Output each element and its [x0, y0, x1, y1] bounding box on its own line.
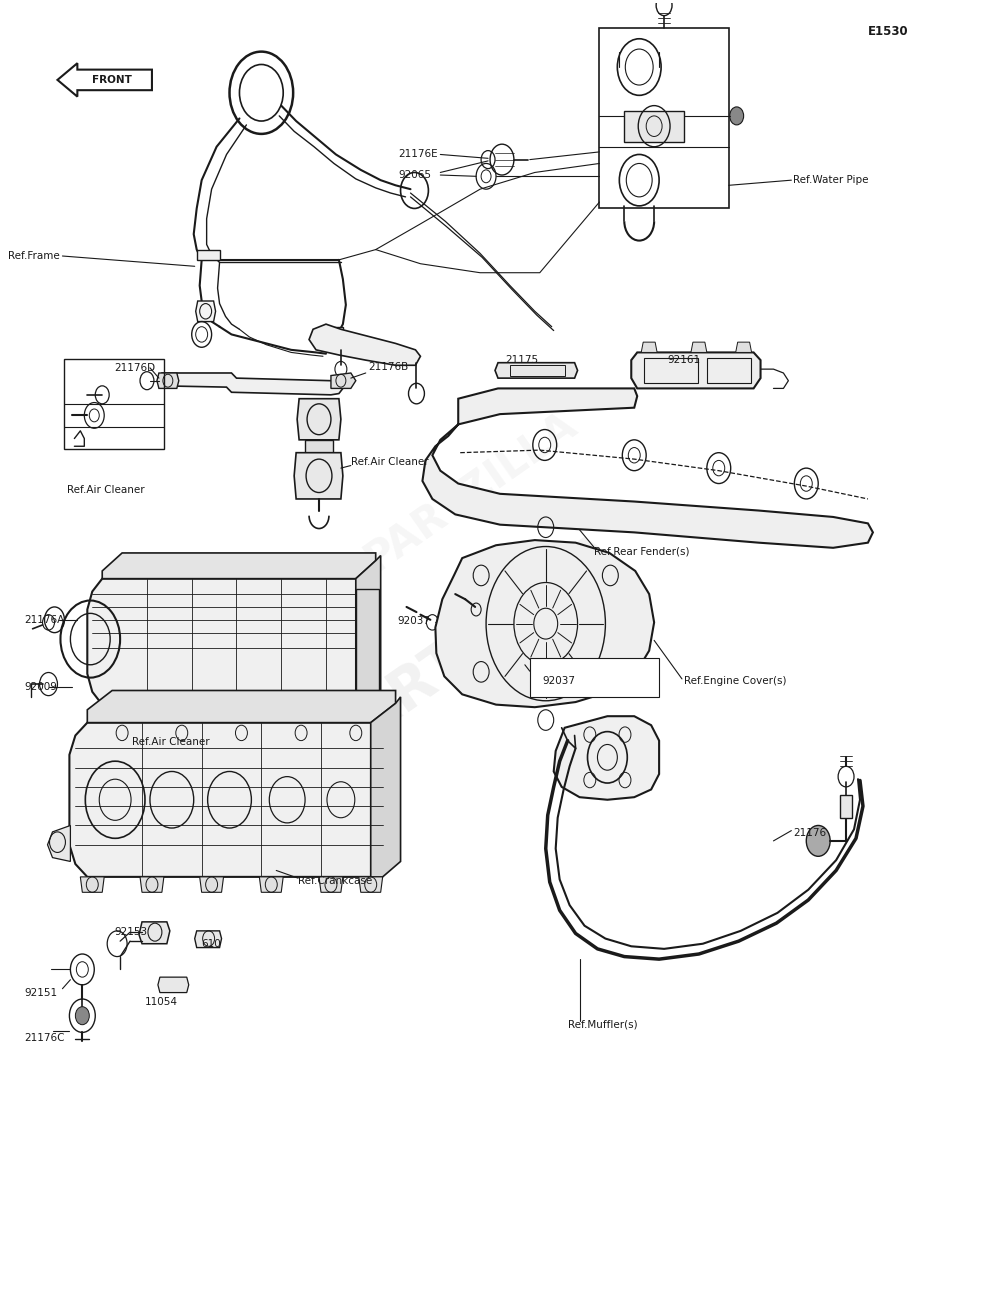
Polygon shape: [87, 691, 396, 723]
Text: Ref.Muffler(s): Ref.Muffler(s): [568, 1020, 637, 1030]
Bar: [530, 658, 659, 697]
Circle shape: [730, 107, 744, 125]
Polygon shape: [80, 877, 104, 892]
Polygon shape: [495, 363, 578, 378]
Bar: [840, 795, 852, 817]
Text: 11054: 11054: [145, 997, 178, 1007]
Text: 21176B: 21176B: [369, 361, 409, 372]
Polygon shape: [158, 373, 343, 395]
Text: 610: 610: [202, 939, 221, 949]
Bar: [644, 358, 698, 383]
Polygon shape: [140, 877, 164, 892]
Polygon shape: [259, 877, 283, 892]
Text: 21176E: 21176E: [399, 150, 438, 160]
Text: 92151: 92151: [25, 988, 58, 998]
Polygon shape: [371, 697, 401, 877]
Text: 21176D: 21176D: [114, 363, 155, 373]
Text: FRONT: FRONT: [92, 75, 132, 85]
Polygon shape: [69, 723, 389, 877]
Polygon shape: [297, 399, 341, 440]
Text: Ref.Engine Cover(s): Ref.Engine Cover(s): [684, 676, 786, 687]
Text: 21176C: 21176C: [25, 1033, 65, 1043]
Bar: [510, 365, 565, 376]
Polygon shape: [195, 931, 222, 948]
Polygon shape: [102, 553, 376, 578]
Polygon shape: [157, 373, 179, 389]
Polygon shape: [691, 342, 707, 352]
Text: Ref.Rear Fender(s): Ref.Rear Fender(s): [594, 546, 690, 556]
Polygon shape: [331, 373, 356, 389]
Text: 21175: 21175: [505, 355, 538, 365]
Polygon shape: [57, 63, 152, 97]
Polygon shape: [319, 877, 343, 892]
Text: Ref.Air Cleaner: Ref.Air Cleaner: [132, 737, 210, 747]
Text: Ref.Air Cleaner: Ref.Air Cleaner: [351, 457, 428, 466]
Text: Ref.Frame: Ref.Frame: [8, 250, 60, 261]
Polygon shape: [435, 540, 654, 707]
Polygon shape: [624, 111, 684, 142]
Text: Ref.Crankcase: Ref.Crankcase: [298, 875, 372, 886]
Text: 21176: 21176: [793, 828, 826, 838]
Text: Ref.Water Pipe: Ref.Water Pipe: [793, 176, 869, 185]
Polygon shape: [196, 301, 216, 321]
Text: 21176A: 21176A: [25, 615, 65, 625]
Polygon shape: [422, 389, 873, 547]
Polygon shape: [305, 440, 333, 456]
Circle shape: [806, 825, 830, 856]
Polygon shape: [200, 877, 224, 892]
Polygon shape: [294, 453, 343, 498]
Polygon shape: [139, 922, 170, 944]
Text: 92037: 92037: [398, 616, 431, 626]
Polygon shape: [359, 877, 383, 892]
Circle shape: [75, 1007, 89, 1025]
Text: 92065: 92065: [399, 170, 432, 179]
Text: 92161: 92161: [667, 355, 700, 365]
Text: 92037: 92037: [543, 676, 576, 687]
Bar: [356, 589, 379, 695]
Text: PARTZILLA: PARTZILLA: [356, 403, 584, 580]
Polygon shape: [736, 342, 752, 352]
Polygon shape: [326, 327, 343, 342]
Polygon shape: [356, 555, 381, 705]
Bar: [64, 359, 164, 449]
Polygon shape: [197, 249, 220, 259]
Bar: [707, 358, 751, 383]
Polygon shape: [158, 977, 189, 993]
Polygon shape: [554, 717, 659, 799]
Text: Ref.Air Cleaner: Ref.Air Cleaner: [67, 485, 145, 494]
Text: 92009: 92009: [25, 682, 58, 692]
Polygon shape: [87, 578, 371, 705]
Polygon shape: [48, 825, 70, 861]
Bar: [599, 28, 729, 208]
Polygon shape: [631, 352, 761, 389]
Polygon shape: [309, 324, 420, 365]
Polygon shape: [641, 342, 657, 352]
Text: 92153: 92153: [114, 927, 147, 937]
Text: E1530: E1530: [868, 25, 909, 37]
Text: PARTZILLA: PARTZILLA: [311, 522, 629, 769]
